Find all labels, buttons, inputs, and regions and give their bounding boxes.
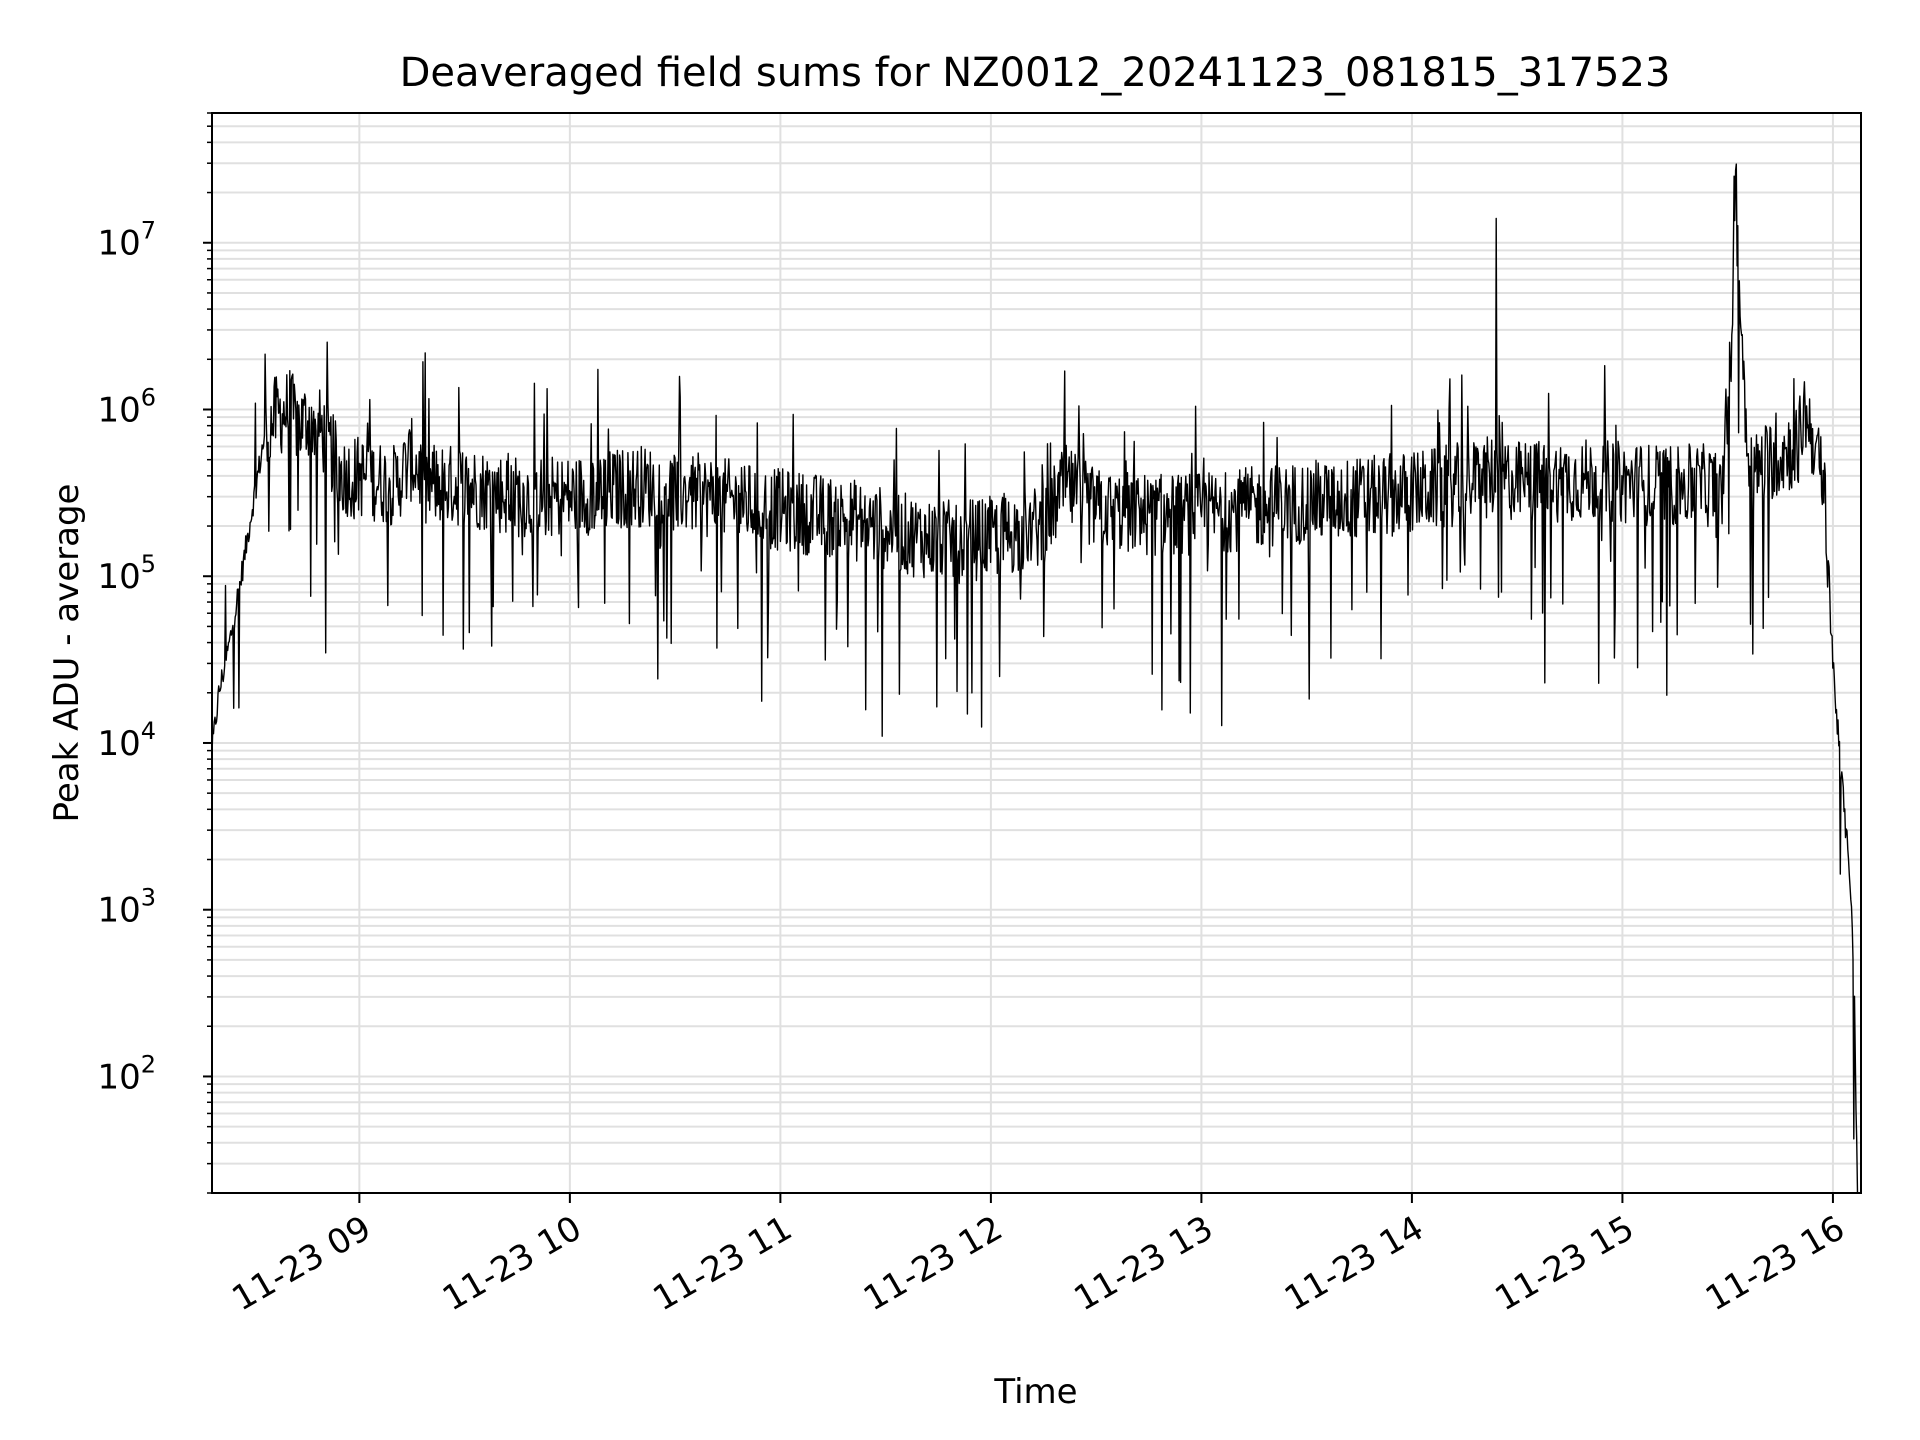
x-tick-label: 11-23 14 (1278, 1208, 1430, 1319)
y-tick-base: 10 (97, 390, 140, 430)
y-tick-base: 10 (97, 891, 140, 931)
y-tick-base: 10 (97, 1057, 140, 1097)
x-axis-label: Time (993, 1372, 1077, 1412)
plot-frame (211, 112, 1862, 1194)
axis-ticks (203, 112, 1834, 1203)
x-tick-label: 11-23 13 (1068, 1208, 1220, 1319)
x-tick-label: 11-23 09 (225, 1208, 377, 1319)
y-tick-label: 102 (97, 1050, 156, 1097)
x-tick-label: 11-23 11 (646, 1208, 798, 1319)
x-tick-label: 11-23 15 (1489, 1208, 1641, 1319)
y-tick-base: 10 (97, 724, 140, 764)
x-axis-tick-labels: 11-23 09 11-23 10 11-23 11 11-23 12 11-23 13… (225, 1208, 1851, 1319)
y-tick-base: 10 (97, 557, 140, 597)
y-tick-label: 106 (97, 383, 156, 430)
x-tick-label: 11-23 12 (857, 1208, 1009, 1319)
series-layer (211, 163, 1859, 1194)
chart-title: Deaveraged field sums for NZ0012_2024112… (400, 50, 1671, 96)
series-line (211, 163, 1859, 1194)
y-tick-label: 104 (97, 717, 156, 764)
y-tick-exponent: 2 (141, 1050, 156, 1078)
y-tick-exponent: 3 (141, 884, 156, 912)
y-tick-label: 107 (97, 217, 156, 264)
y-tick-exponent: 5 (141, 550, 156, 578)
y-tick-exponent: 7 (141, 217, 156, 245)
x-tick-label: 11-23 10 (436, 1208, 588, 1319)
x-tick-label: 11-23 16 (1699, 1208, 1851, 1319)
y-tick-label: 103 (97, 884, 156, 931)
grid-lines (212, 112, 1861, 1194)
y-tick-exponent: 6 (141, 383, 156, 411)
y-tick-exponent: 4 (141, 717, 156, 745)
y-axis-label: Peak ADU - average (47, 484, 87, 823)
y-tick-base: 10 (97, 224, 140, 264)
y-tick-label: 105 (97, 550, 156, 597)
